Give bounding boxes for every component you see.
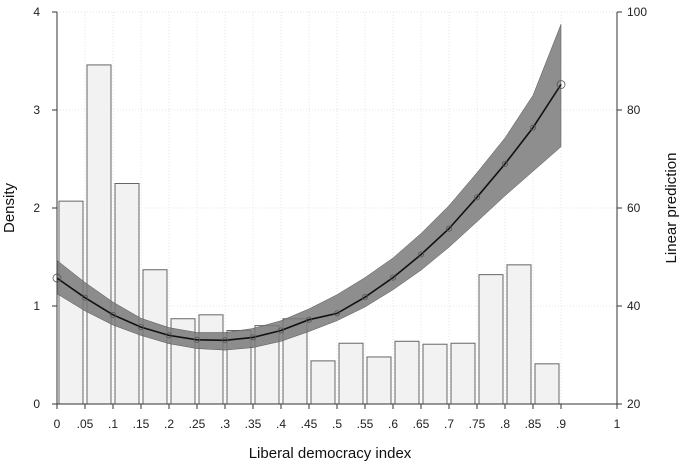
prediction-marker (221, 337, 228, 344)
prediction-marker (277, 327, 284, 334)
prediction-marker (333, 310, 340, 317)
y-right-tick-label: 80 (627, 103, 641, 117)
histogram-bar (338, 342, 364, 405)
prediction-marker (417, 251, 424, 258)
histogram-bar (394, 340, 420, 405)
histogram-bar (366, 356, 392, 405)
x-tick-label: .75 (469, 417, 486, 431)
prediction-line (56, 84, 562, 342)
x-tick-label: .3 (220, 417, 230, 431)
x-axis-ticks: 0 .05 .1 .15 .2 .25 .3 .35 .4 .45 .5 .55 .6 .65 .7 .75.… (54, 404, 621, 431)
prediction-marker (501, 160, 508, 167)
y-left-tick-label: 3 (33, 103, 40, 117)
y-left-axis-title: Density (1, 182, 18, 233)
x-tick-label: .7 (444, 417, 454, 431)
y-left-tick-label: 0 (33, 397, 40, 411)
y-right-tick-label: 60 (627, 201, 641, 215)
x-tick-label: .35 (245, 417, 262, 431)
histogram-bar (450, 342, 476, 405)
prediction-marker (473, 194, 480, 201)
confidence-band (56, 24, 562, 351)
histogram-bar (86, 64, 112, 405)
x-tick-label: .4 (276, 417, 286, 431)
x-tick-label: .8 (500, 417, 510, 431)
x-tick-label: .15 (133, 417, 150, 431)
prediction-marker (137, 324, 144, 331)
x-axis-title: Liberal democracy index (249, 445, 412, 462)
x-tick-label: .25 (189, 417, 206, 431)
prediction-marker (82, 294, 89, 301)
histogram-bar (534, 363, 560, 405)
prediction-marker (249, 334, 256, 341)
y-right-tick-label: 40 (627, 299, 641, 313)
histogram-bar (198, 314, 224, 405)
prediction-line-path (56, 84, 562, 342)
y-right-axis-title: Linear prediction (663, 153, 680, 264)
x-tick-label: .1 (108, 417, 118, 431)
y-right-tick-label: 100 (627, 5, 647, 19)
x-tick-label: 1 (614, 417, 621, 431)
confidence-band-area (56, 24, 562, 351)
histogram-bar (310, 360, 336, 405)
y-left-tick-label: 2 (33, 201, 40, 215)
prediction-marker (165, 332, 172, 339)
prediction-marker (530, 124, 537, 131)
x-tick-label: .65 (413, 417, 430, 431)
x-tick-label: .05 (77, 417, 94, 431)
histogram-bar (422, 343, 448, 405)
prediction-marker (305, 316, 312, 323)
x-tick-label: .9 (556, 417, 566, 431)
prediction-marker (445, 225, 452, 232)
histogram-bar (114, 183, 140, 405)
y-right-axis-ticks: 20 40 60 80 100 (617, 5, 647, 411)
prediction-marker (556, 80, 566, 89)
prediction-marker (361, 294, 368, 301)
y-left-tick-label: 4 (33, 5, 40, 19)
x-tick-label: .85 (525, 417, 542, 431)
prediction-marker (389, 274, 396, 281)
x-tick-label: .2 (164, 417, 174, 431)
x-tick-label: .6 (388, 417, 398, 431)
y-left-tick-label: 1 (33, 299, 40, 313)
y-left-axis-ticks: 0 1 2 3 4 (33, 5, 57, 411)
x-tick-label: .55 (357, 417, 374, 431)
histogram-bar (478, 274, 504, 405)
histogram-bar (506, 264, 532, 405)
prediction-marker (110, 311, 117, 318)
x-tick-label: 0 (54, 417, 61, 431)
y-right-tick-label: 20 (627, 397, 641, 411)
prediction-marker (193, 336, 200, 343)
x-tick-label: .5 (332, 417, 342, 431)
x-tick-label: .45 (301, 417, 318, 431)
